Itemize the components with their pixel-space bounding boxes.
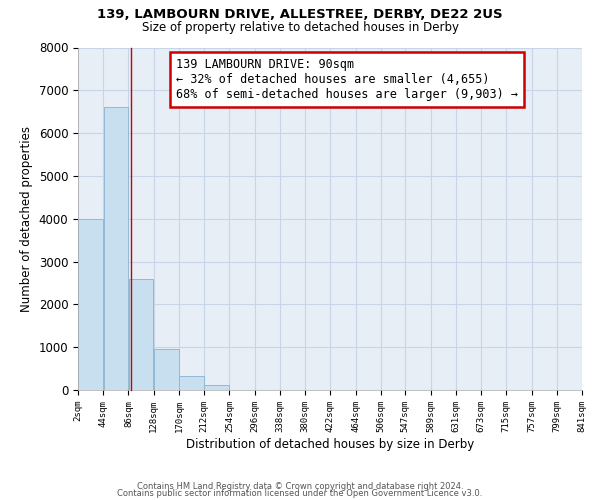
- Bar: [205, 385, 229, 390]
- Text: Size of property relative to detached houses in Derby: Size of property relative to detached ho…: [142, 21, 458, 34]
- Text: Contains public sector information licensed under the Open Government Licence v3: Contains public sector information licen…: [118, 490, 482, 498]
- Bar: [154, 350, 179, 390]
- Bar: [79, 219, 103, 390]
- Text: 139, LAMBOURN DRIVE, ALLESTREE, DERBY, DE22 2US: 139, LAMBOURN DRIVE, ALLESTREE, DERBY, D…: [97, 8, 503, 20]
- Bar: [104, 108, 128, 390]
- Text: 139 LAMBOURN DRIVE: 90sqm
← 32% of detached houses are smaller (4,655)
68% of se: 139 LAMBOURN DRIVE: 90sqm ← 32% of detac…: [176, 58, 518, 101]
- X-axis label: Distribution of detached houses by size in Derby: Distribution of detached houses by size …: [186, 438, 474, 450]
- Text: Contains HM Land Registry data © Crown copyright and database right 2024.: Contains HM Land Registry data © Crown c…: [137, 482, 463, 491]
- Y-axis label: Number of detached properties: Number of detached properties: [20, 126, 33, 312]
- Bar: [179, 376, 204, 390]
- Bar: [129, 278, 154, 390]
